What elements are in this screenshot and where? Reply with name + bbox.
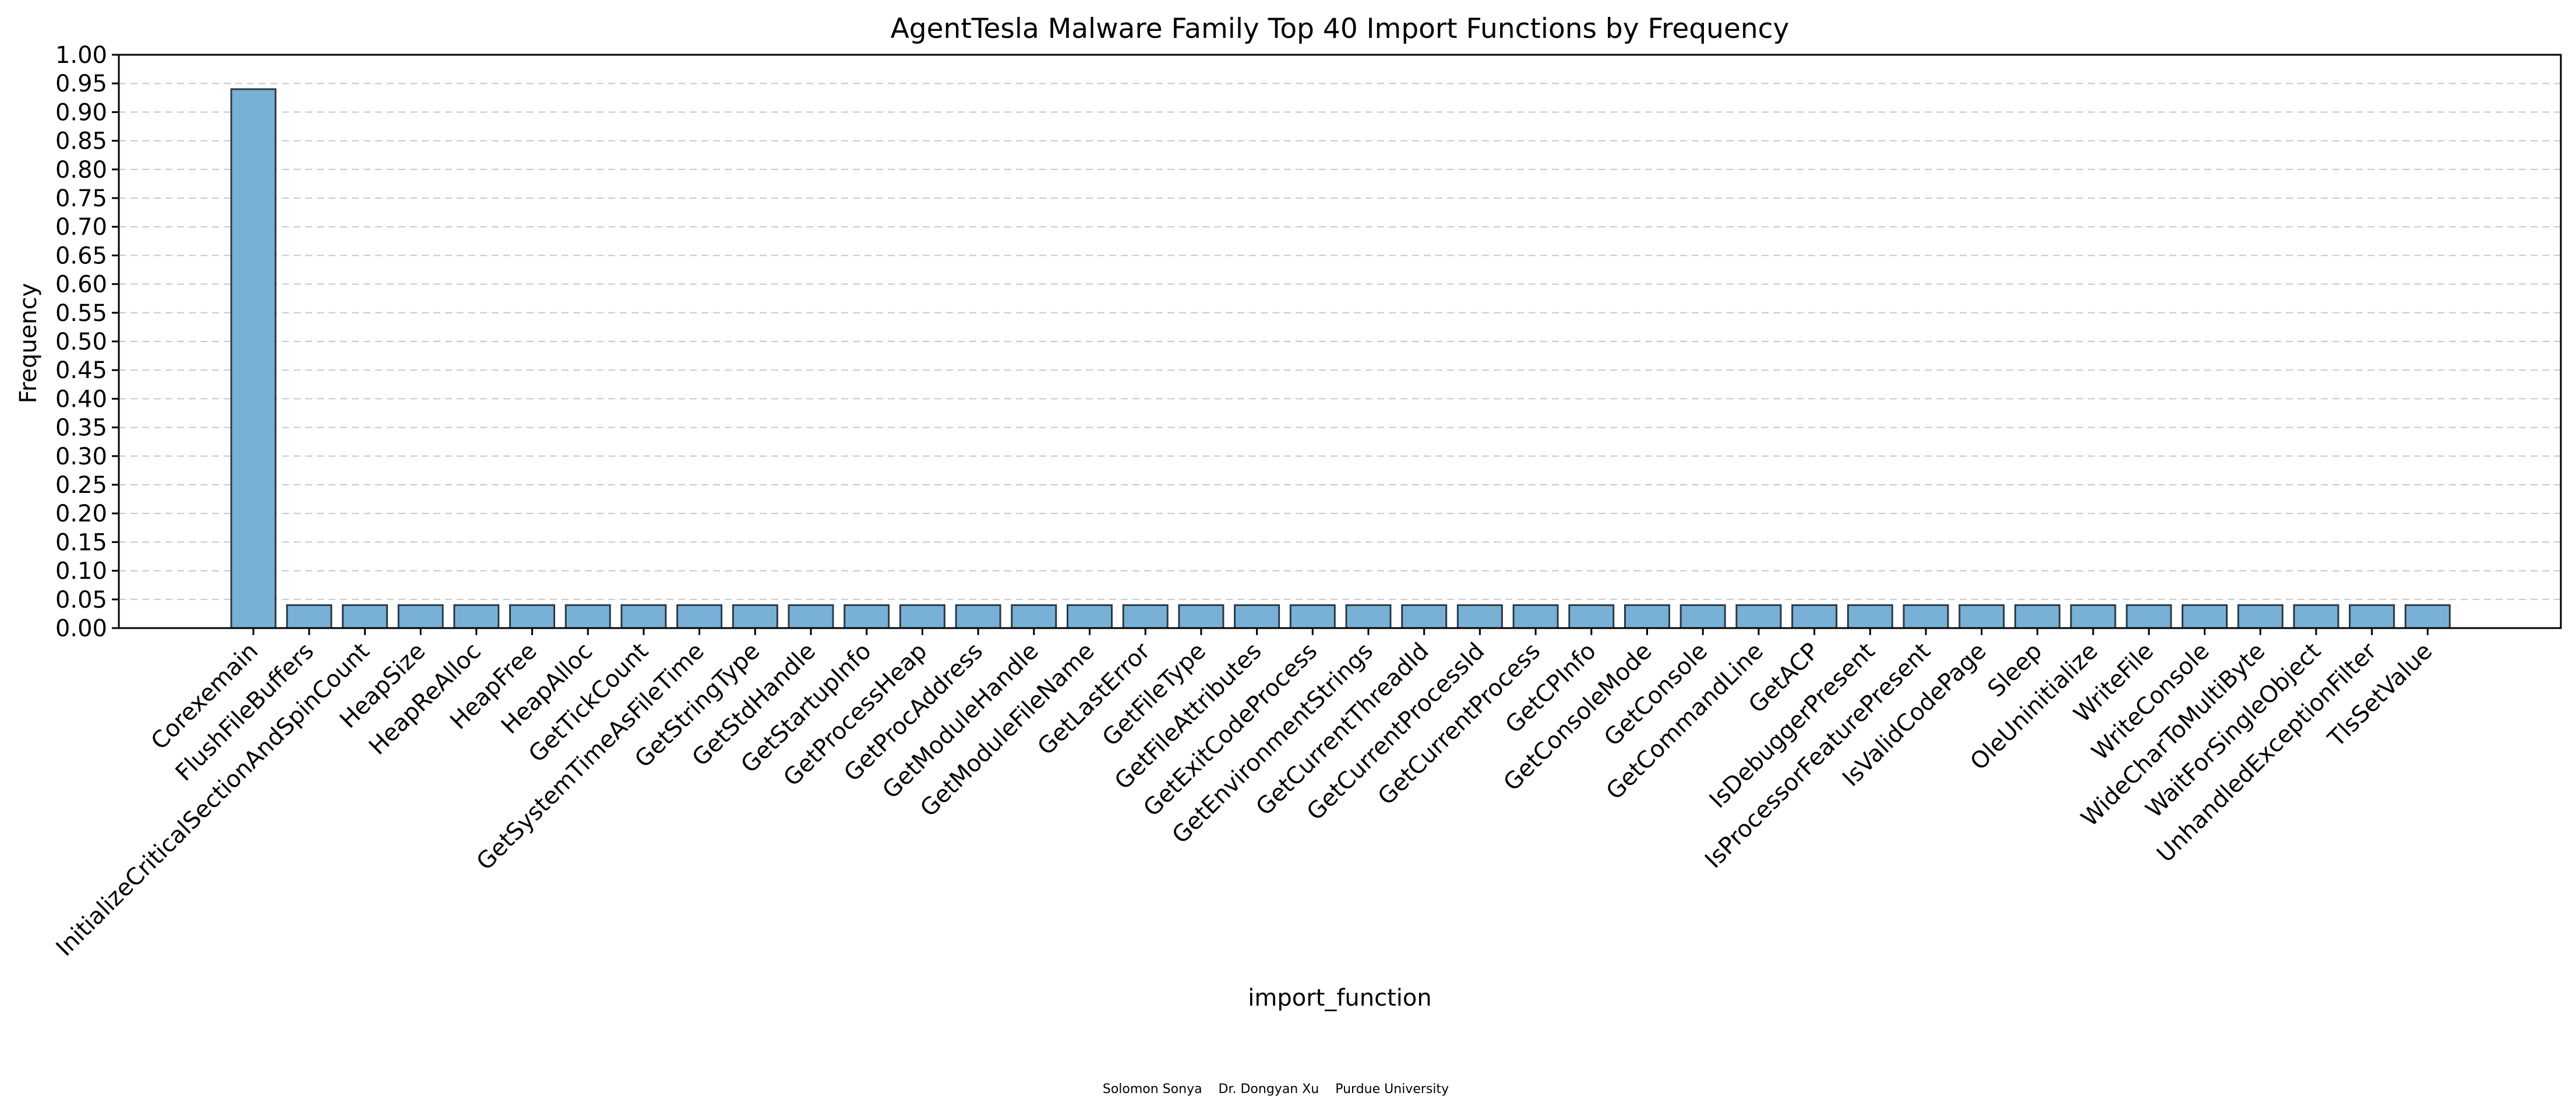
bar (1289, 604, 1336, 629)
bar (1624, 604, 1670, 629)
bar (2126, 604, 2172, 629)
bar (1345, 604, 1392, 629)
y-tick-label: 0.50 (55, 329, 107, 355)
bar (788, 604, 834, 629)
bar (620, 604, 667, 629)
bar (2014, 604, 2060, 629)
bar (1847, 604, 1893, 629)
y-tick-label: 0.90 (55, 99, 107, 126)
bar (2070, 604, 2116, 629)
y-tick-label: 0.00 (55, 615, 107, 642)
bar (676, 604, 723, 629)
y-tick-label: 0.60 (55, 272, 107, 298)
y-tick-label: 0.80 (55, 157, 107, 184)
bar (2349, 604, 2395, 629)
y-tick-label: 0.20 (55, 500, 107, 527)
y-tick-label: 0.30 (55, 443, 107, 470)
bar (1568, 604, 1615, 629)
x-axis-label: import_function (1248, 985, 1431, 1011)
bar (2182, 604, 2228, 629)
bar (341, 604, 388, 629)
bar (1679, 604, 1726, 629)
y-tick-label: 0.85 (55, 128, 107, 155)
y-tick-label: 0.15 (55, 529, 107, 556)
bar (230, 88, 277, 629)
bar (1791, 604, 1838, 629)
y-axis-label: Frequency (15, 283, 42, 404)
bar (732, 604, 778, 629)
y-tick-label: 0.75 (55, 185, 107, 212)
bar (1512, 604, 1559, 629)
y-axis-ticks: 0.000.050.100.150.200.250.300.350.400.45… (55, 42, 119, 642)
y-tick-label: 0.35 (55, 415, 107, 442)
y-tick-label: 0.05 (55, 587, 107, 614)
y-tick-label: 1.00 (55, 42, 107, 69)
bar (1234, 604, 1280, 629)
bar (509, 604, 555, 629)
bar (1067, 604, 1113, 629)
y-tick-label: 0.45 (55, 357, 107, 384)
bar (844, 604, 890, 629)
y-tick-label: 0.70 (55, 214, 107, 241)
bar (1122, 604, 1169, 629)
bar (1903, 604, 1949, 629)
bars (230, 88, 2451, 629)
bar (1401, 604, 1448, 629)
bar (564, 604, 611, 629)
y-tick-label: 0.10 (55, 558, 107, 585)
bar (1735, 604, 1782, 629)
bar (1959, 604, 2005, 629)
credits-footer: Solomon Sonya Dr. Dongyan Xu Purdue Univ… (1103, 1082, 1449, 1097)
bar (899, 604, 945, 629)
x-axis-ticks: CorexemainFlushFileBuffersInitializeCrit… (51, 628, 2437, 961)
y-tick-label: 0.65 (55, 242, 107, 269)
bar (1456, 604, 1503, 629)
y-tick-label: 0.95 (55, 70, 107, 97)
y-tick-label: 0.55 (55, 300, 107, 327)
grid-lines (119, 83, 2561, 600)
bar (2404, 604, 2451, 629)
bar (286, 604, 333, 629)
chart-title: AgentTesla Malware Family Top 40 Import … (891, 13, 1790, 45)
y-tick-label: 0.40 (55, 386, 107, 413)
bar (397, 604, 444, 629)
bar (2293, 604, 2339, 629)
bar (2237, 604, 2284, 629)
bar (453, 604, 500, 629)
bar (1178, 604, 1225, 629)
bar (955, 604, 1001, 629)
bar (1011, 604, 1057, 629)
y-tick-label: 0.25 (55, 472, 107, 499)
